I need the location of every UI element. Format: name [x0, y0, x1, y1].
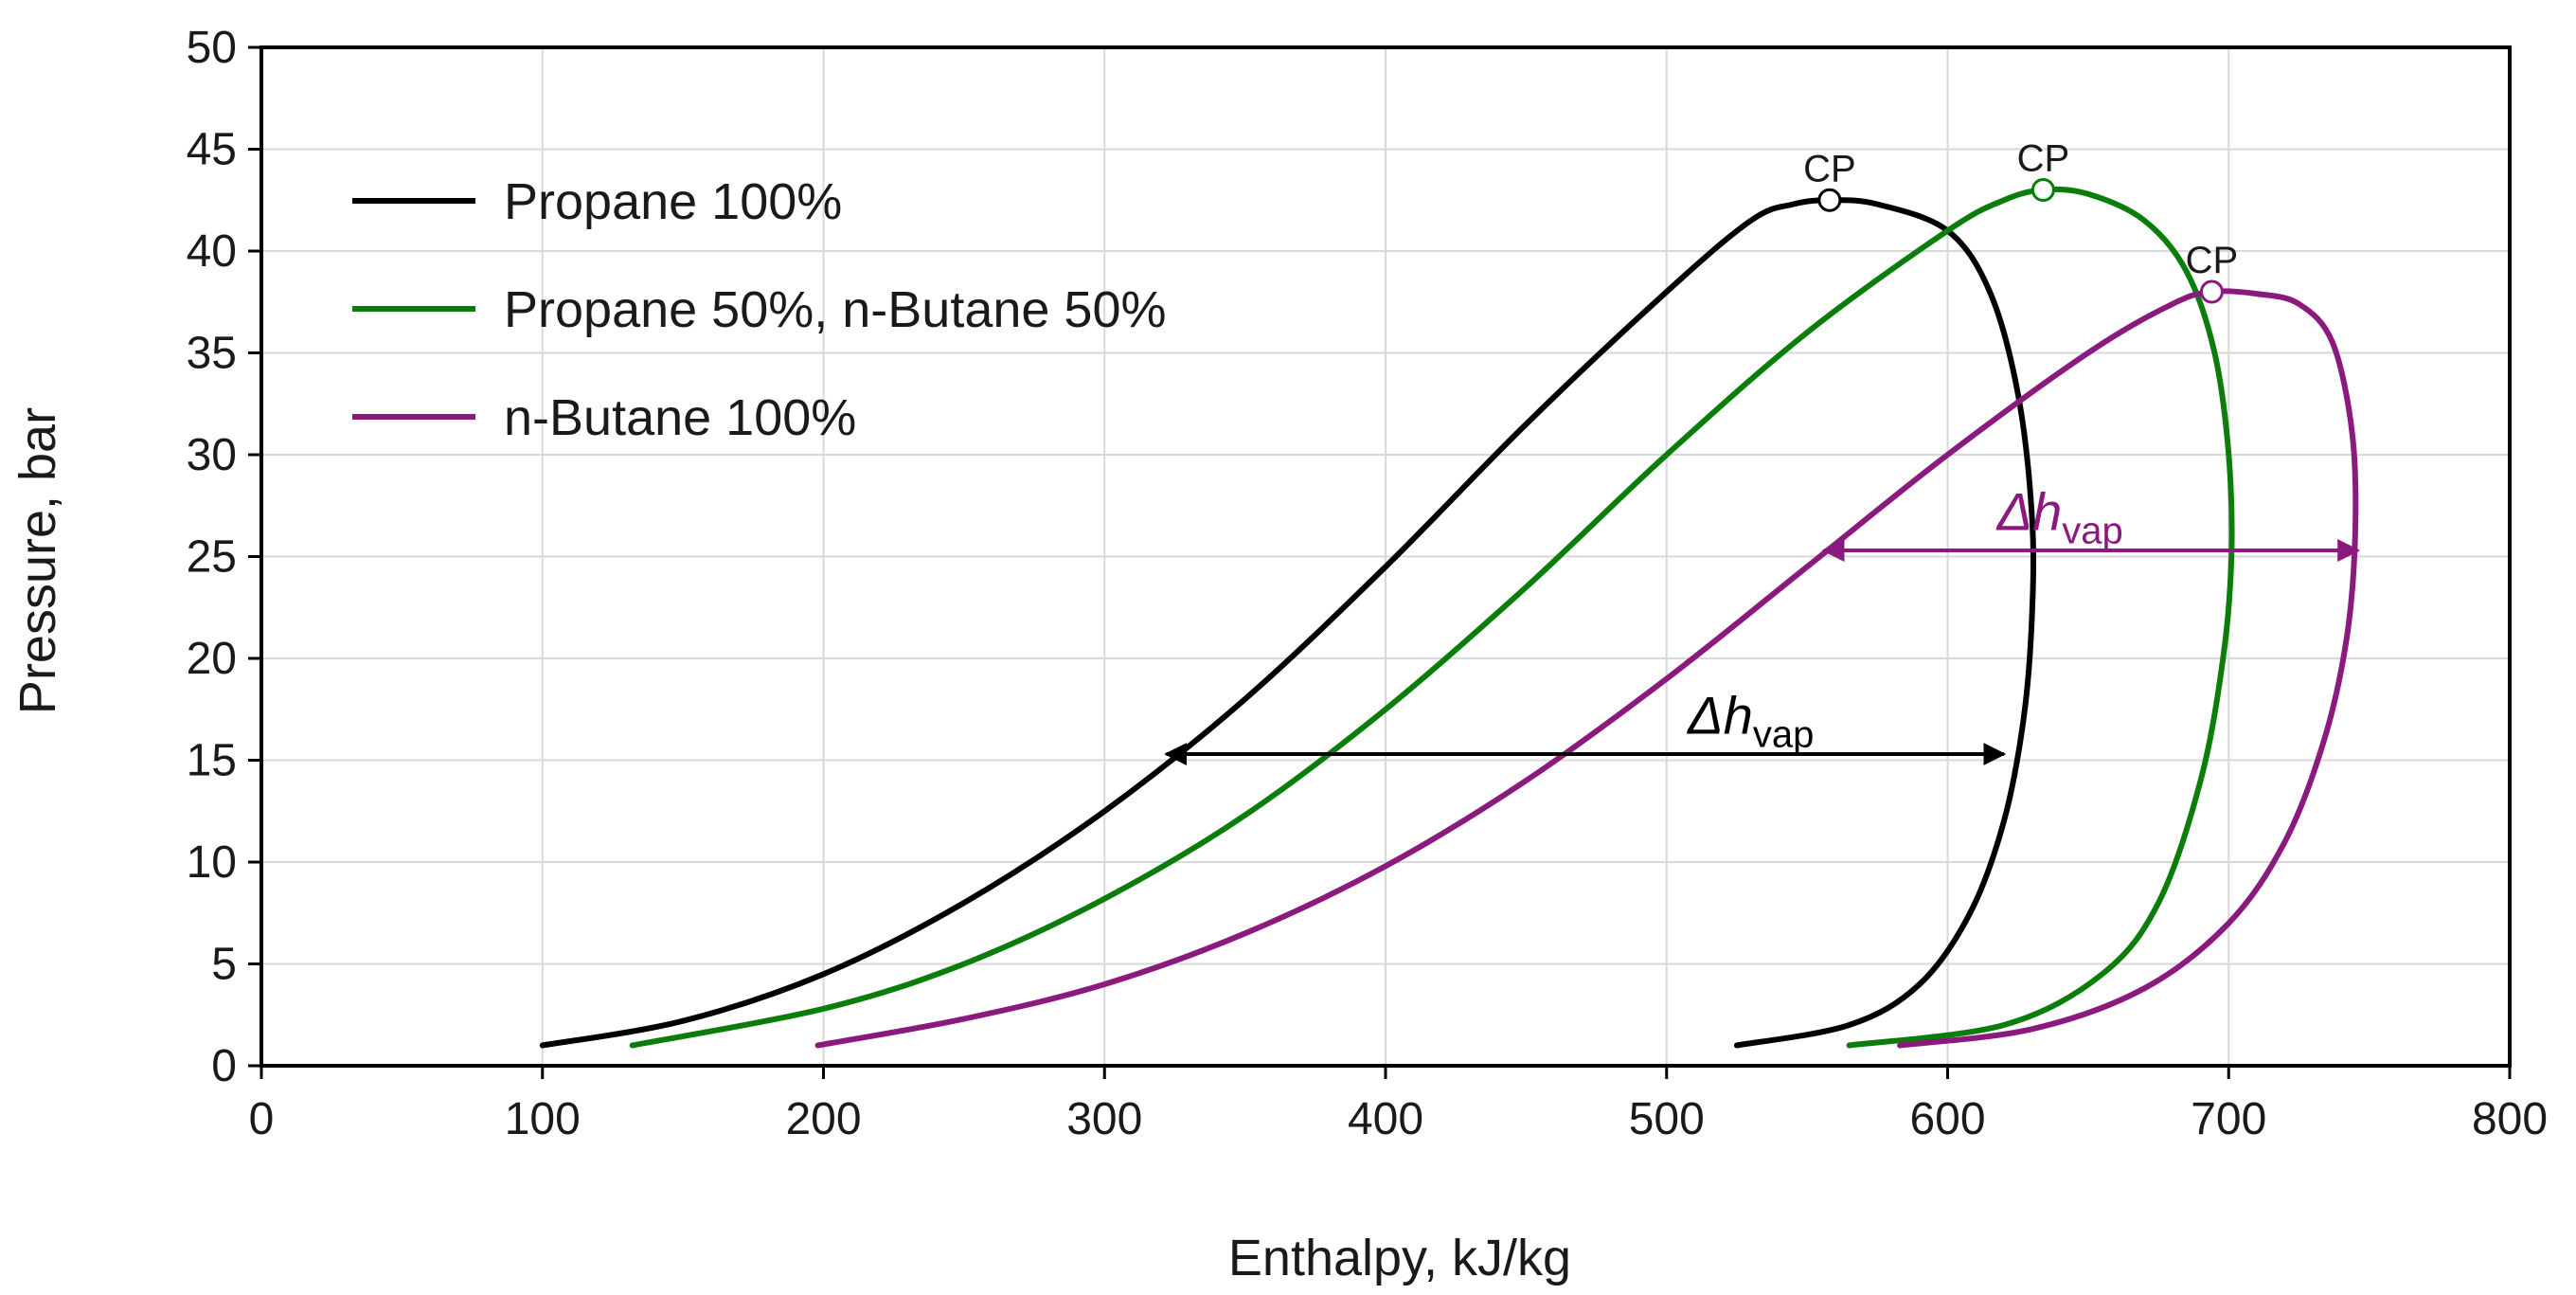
critical-point-label: CP	[2186, 240, 2239, 281]
x-tick-label: 300	[1066, 1094, 1142, 1144]
y-tick-label: 10	[187, 837, 237, 888]
legend-label-propane-100: Propane 100%	[504, 173, 842, 230]
x-tick-label: 700	[2191, 1094, 2266, 1144]
legend-label-n-butane-100: n-Butane 100%	[504, 389, 856, 446]
delta-h-vap-label: Δhvap	[1995, 482, 2123, 552]
x-tick-label: 100	[505, 1094, 581, 1144]
x-tick-label: 400	[1348, 1094, 1423, 1144]
y-tick-label: 20	[187, 634, 237, 684]
y-axis-title: Pressure, bar	[9, 407, 66, 714]
delta-h-vap-label: Δhvap	[1686, 686, 1814, 756]
critical-point-label: CP	[2017, 138, 2070, 180]
x-tick-label: 0	[249, 1094, 275, 1144]
y-tick-label: 25	[187, 532, 237, 583]
series-line-n-butane-100	[814, 288, 2359, 1049]
annotation-group: Δhvap Δhvap	[1164, 482, 2361, 766]
y-tick-label: 45	[187, 125, 237, 175]
x-tick-label: 800	[2472, 1094, 2548, 1144]
x-tick-label: 200	[785, 1094, 861, 1144]
legend: Propane 100% Propane 50%, n-Butane 50% n-B…	[352, 173, 1167, 446]
y-tick-label: 40	[187, 226, 237, 277]
y-tick-label: 50	[187, 23, 237, 73]
critical-point-marker	[2030, 178, 2055, 202]
y-tick-label: 0	[211, 1041, 237, 1091]
critical-point-marker	[2199, 279, 2224, 304]
x-axis-title: Enthalpy, kJ/kg	[1228, 1230, 1571, 1286]
x-tick-label: 500	[1629, 1094, 1705, 1144]
x-tick-label: 600	[1909, 1094, 1985, 1144]
y-tick-label: 30	[187, 430, 237, 480]
legend-label-propane-50-n-butane-50: Propane 50%, n-Butane 50%	[504, 281, 1167, 338]
critical-points-group: CP CP CP	[1803, 138, 2239, 304]
series-group	[539, 186, 2359, 1049]
y-tick-label: 5	[211, 940, 237, 990]
axes: 0 100 200 300 400 500 600 700 800 0 5 10 15 20 25 30 35 4…	[187, 23, 2548, 1144]
series-line-propane-100	[539, 197, 2037, 1049]
critical-point-marker	[1817, 188, 1842, 212]
critical-point-label: CP	[1803, 148, 1856, 189]
y-tick-label: 35	[187, 329, 237, 379]
y-tick-label: 15	[187, 736, 237, 786]
series-line-propane-50-n-butane-50	[629, 186, 2235, 1049]
